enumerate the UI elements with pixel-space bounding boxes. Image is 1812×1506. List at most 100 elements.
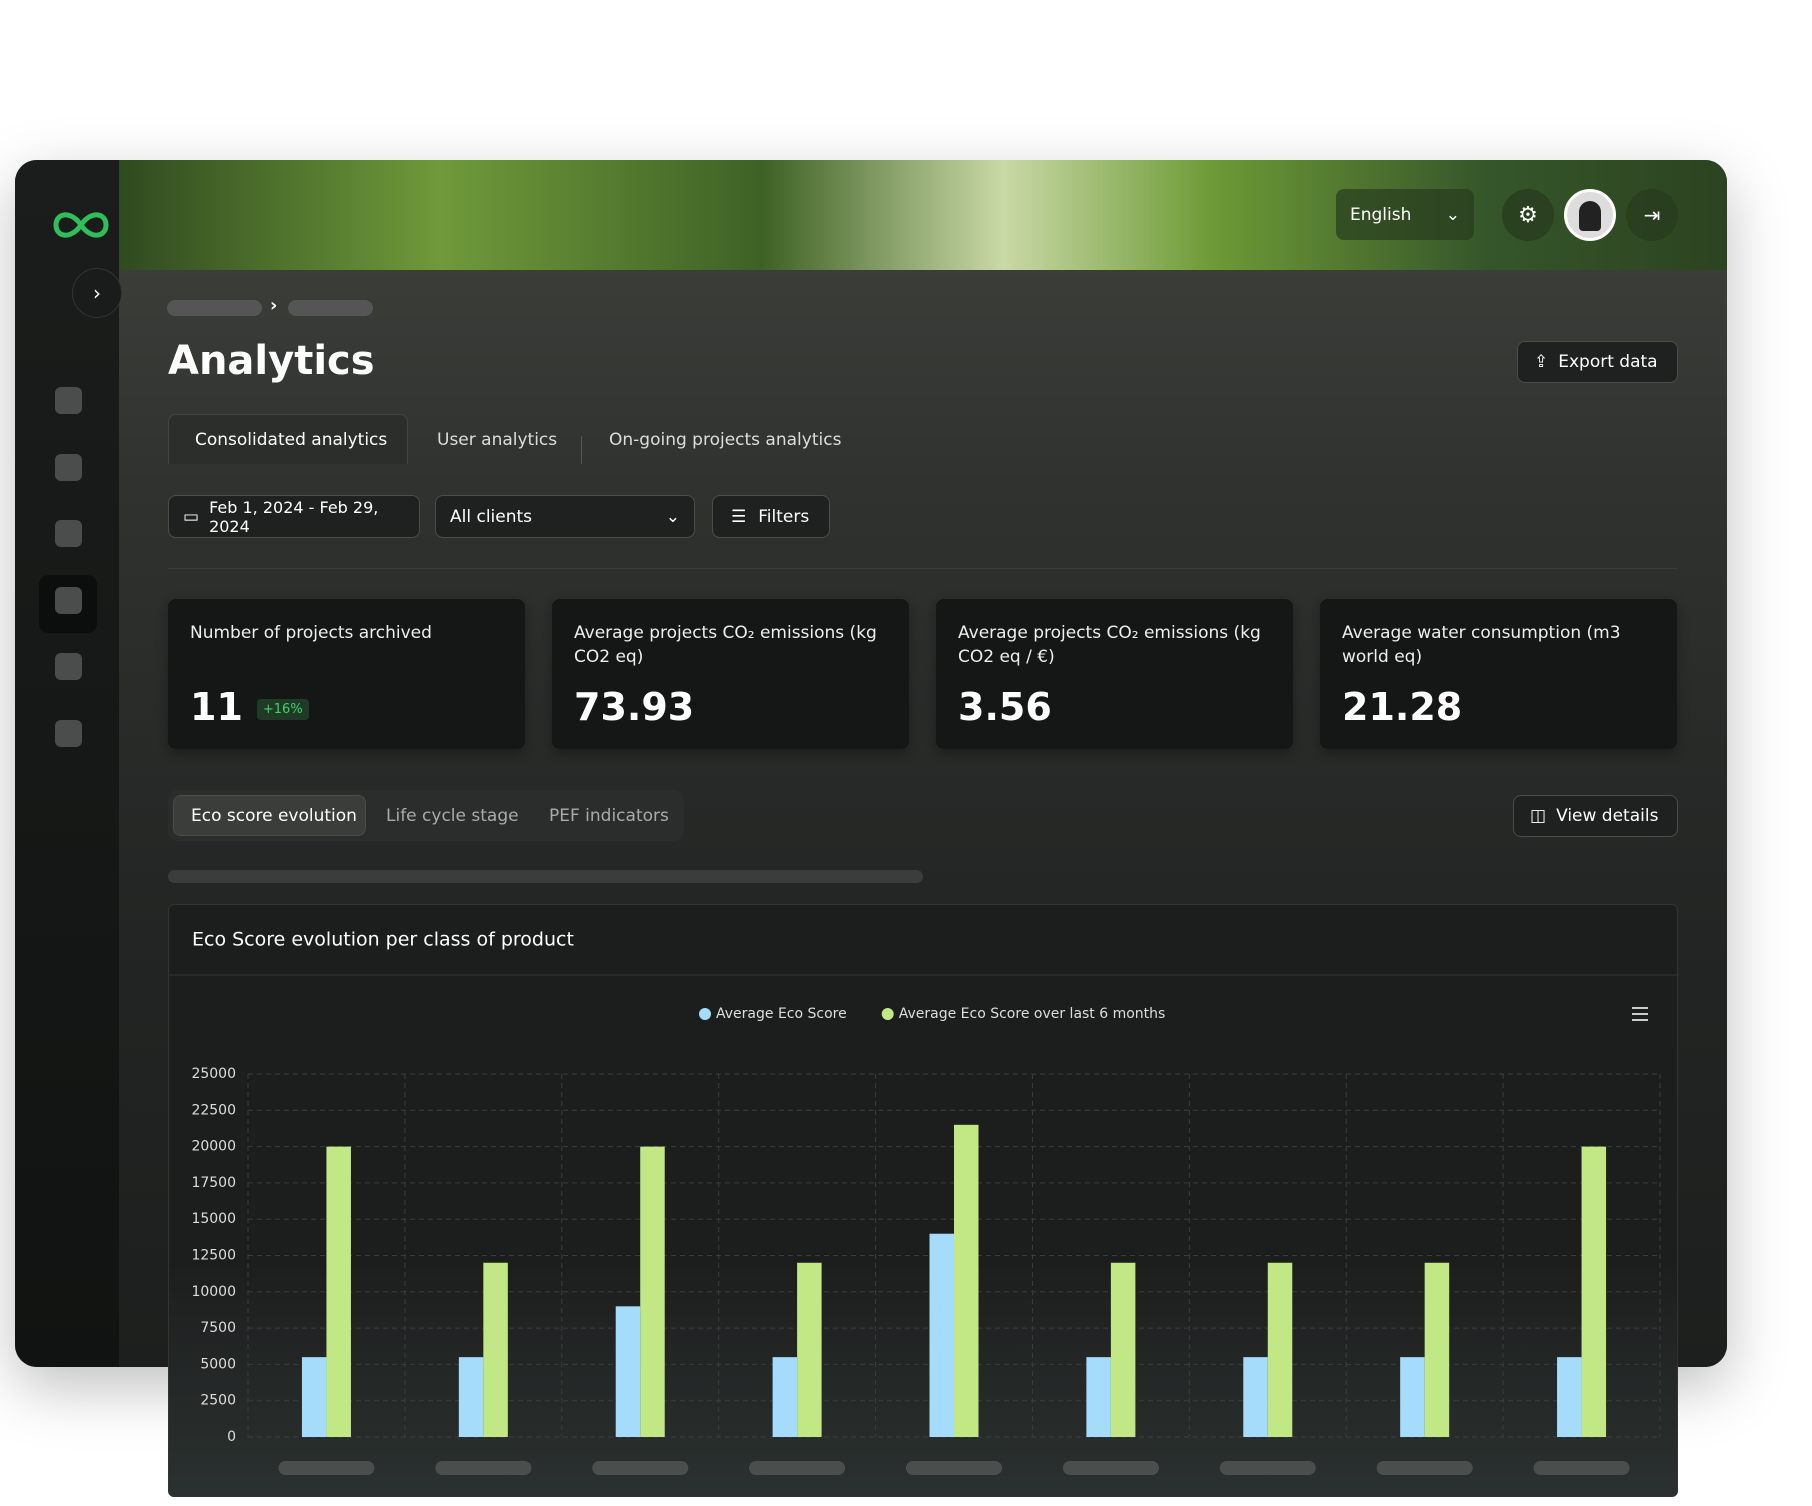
nav-icon[interactable] — [55, 520, 82, 547]
x-label-placeholder — [1533, 1461, 1630, 1475]
date-picker[interactable]: ▭ Feb 1, 2024 - Feb 29, 2024 — [168, 495, 420, 538]
bar — [301, 1357, 327, 1437]
chart-tab[interactable]: PEF indicators — [549, 806, 669, 826]
tab-active — [168, 414, 408, 464]
y-tick-label: 10000 — [191, 1284, 236, 1300]
logout-button[interactable]: ⇥ — [1626, 189, 1678, 241]
bar — [954, 1124, 979, 1437]
y-tick-label: 2500 — [200, 1393, 236, 1409]
breadcrumb[interactable] — [288, 300, 373, 316]
filters-button[interactable]: ☰ Filters — [712, 495, 830, 538]
bar — [615, 1306, 641, 1437]
bar — [1243, 1357, 1268, 1437]
view-details-button[interactable]: ◫ View details — [1513, 795, 1678, 837]
x-label-placeholder — [906, 1461, 1002, 1475]
kpi-value: 21.28 — [1342, 685, 1462, 729]
collapse-button[interactable]: › — [72, 268, 122, 318]
avatar[interactable] — [1564, 189, 1616, 241]
kpi-label: Number of projects archived — [190, 623, 432, 643]
bar — [1267, 1262, 1293, 1437]
bar — [772, 1357, 798, 1437]
nav-icon[interactable] — [55, 387, 82, 414]
kpi-number: 3.56 — [958, 685, 1052, 729]
chart-tab[interactable]: Life cycle stage — [386, 806, 519, 826]
language-select[interactable]: English ⌄ — [1336, 189, 1474, 240]
kpi-card: Number of projects archived 11 +16% — [168, 599, 525, 749]
filters-label: Filters — [758, 506, 810, 527]
bar — [458, 1357, 484, 1437]
sidebar — [15, 160, 119, 1367]
kpi-card: Average projects CO₂ emissions (kg CO2 e… — [552, 599, 909, 749]
bar — [1400, 1357, 1425, 1437]
y-tick-label: 20000 — [191, 1139, 236, 1155]
client: All clients — [450, 506, 533, 527]
bar — [640, 1146, 665, 1437]
tab-divider — [581, 436, 582, 464]
tab[interactable]: Consolidated analytics — [195, 430, 388, 450]
legend-label: Average Eco Score — [716, 1006, 847, 1022]
chart-title: Eco Score evolution per class of product — [192, 929, 574, 951]
separator — [168, 568, 1678, 569]
nav-icon[interactable] — [55, 454, 82, 481]
y-tick-label: 22500 — [191, 1102, 236, 1118]
kpi-badge: +16% — [256, 699, 309, 720]
tab[interactable]: User analytics — [437, 430, 558, 450]
bar — [929, 1233, 954, 1437]
legend-label: Average Eco Score over last 6 months — [899, 1006, 1166, 1022]
nav-icon[interactable] — [55, 587, 82, 614]
legend-marker — [699, 1008, 711, 1020]
y-tick-label: 7500 — [200, 1320, 236, 1336]
kpi-card: Average projects CO₂ emissions (kg CO2 e… — [936, 599, 1293, 749]
banner — [119, 160, 1727, 270]
logo — [53, 212, 109, 238]
x-label-placeholder — [278, 1461, 375, 1475]
menu-icon[interactable] — [1632, 1007, 1648, 1021]
bar — [483, 1262, 508, 1437]
tab[interactable]: On-going projects analytics — [609, 430, 842, 450]
y-tick-label: 17500 — [191, 1175, 236, 1191]
x-label-placeholder — [1376, 1461, 1473, 1475]
kpi-value: 11 +16% — [190, 685, 309, 729]
progress-bar — [168, 870, 923, 883]
export-label: Export data — [1558, 352, 1658, 372]
nav-icon[interactable] — [55, 720, 82, 747]
bar — [1110, 1262, 1136, 1437]
bar — [1424, 1262, 1450, 1437]
x-label-placeholder — [435, 1461, 532, 1475]
client-select[interactable]: All clients ⌄ — [435, 495, 695, 538]
view-details-label: View details — [1556, 806, 1659, 826]
bar — [797, 1262, 822, 1437]
legend-marker — [881, 1008, 894, 1020]
chart: Eco Score evolution per class of product… — [169, 929, 1679, 1475]
kpi-number: 73.93 — [574, 685, 695, 729]
kpi-label: Average projects CO₂ emissions (kg CO2 e… — [958, 623, 1261, 667]
bar — [1557, 1357, 1582, 1437]
bar — [326, 1146, 351, 1437]
export-button[interactable]: ⇪ Export data — [1517, 341, 1678, 383]
y-tick-label: 15000 — [191, 1211, 236, 1227]
y-tick-label: 0 — [227, 1429, 236, 1445]
x-label-placeholder — [1219, 1461, 1316, 1475]
x-label-placeholder — [1062, 1461, 1159, 1475]
kpi-label: Average projects CO₂ emissions (kg CO2 e… — [574, 623, 877, 667]
breadcrumb-sep: › — [270, 295, 278, 316]
kpi-label: Average water consumption (m3 world eq) — [1342, 623, 1621, 667]
chart-card: Eco Score evolution per class of product… — [168, 904, 1679, 1497]
language: English — [1350, 204, 1412, 225]
page-title: Analytics — [168, 338, 375, 384]
y-tick-label: 25000 — [191, 1066, 236, 1082]
y-tick-label: 5000 — [200, 1356, 236, 1372]
settings-button[interactable]: ⚙ — [1502, 189, 1554, 241]
nav-icon[interactable] — [55, 653, 82, 680]
bar — [1086, 1357, 1111, 1437]
y-tick-label: 12500 — [191, 1248, 236, 1264]
bar — [1581, 1146, 1607, 1437]
breadcrumb[interactable] — [167, 300, 262, 316]
kpi-number: 11 — [190, 685, 243, 729]
x-label-placeholder — [592, 1461, 689, 1475]
chart-tab[interactable]: Eco score evolution — [191, 806, 357, 826]
kpi-card: Average water consumption (m3 world eq) … — [1320, 599, 1677, 749]
kpi-value: 73.93 — [574, 685, 694, 729]
date-range: Feb 1, 2024 - Feb 29, 2024 — [209, 497, 379, 536]
